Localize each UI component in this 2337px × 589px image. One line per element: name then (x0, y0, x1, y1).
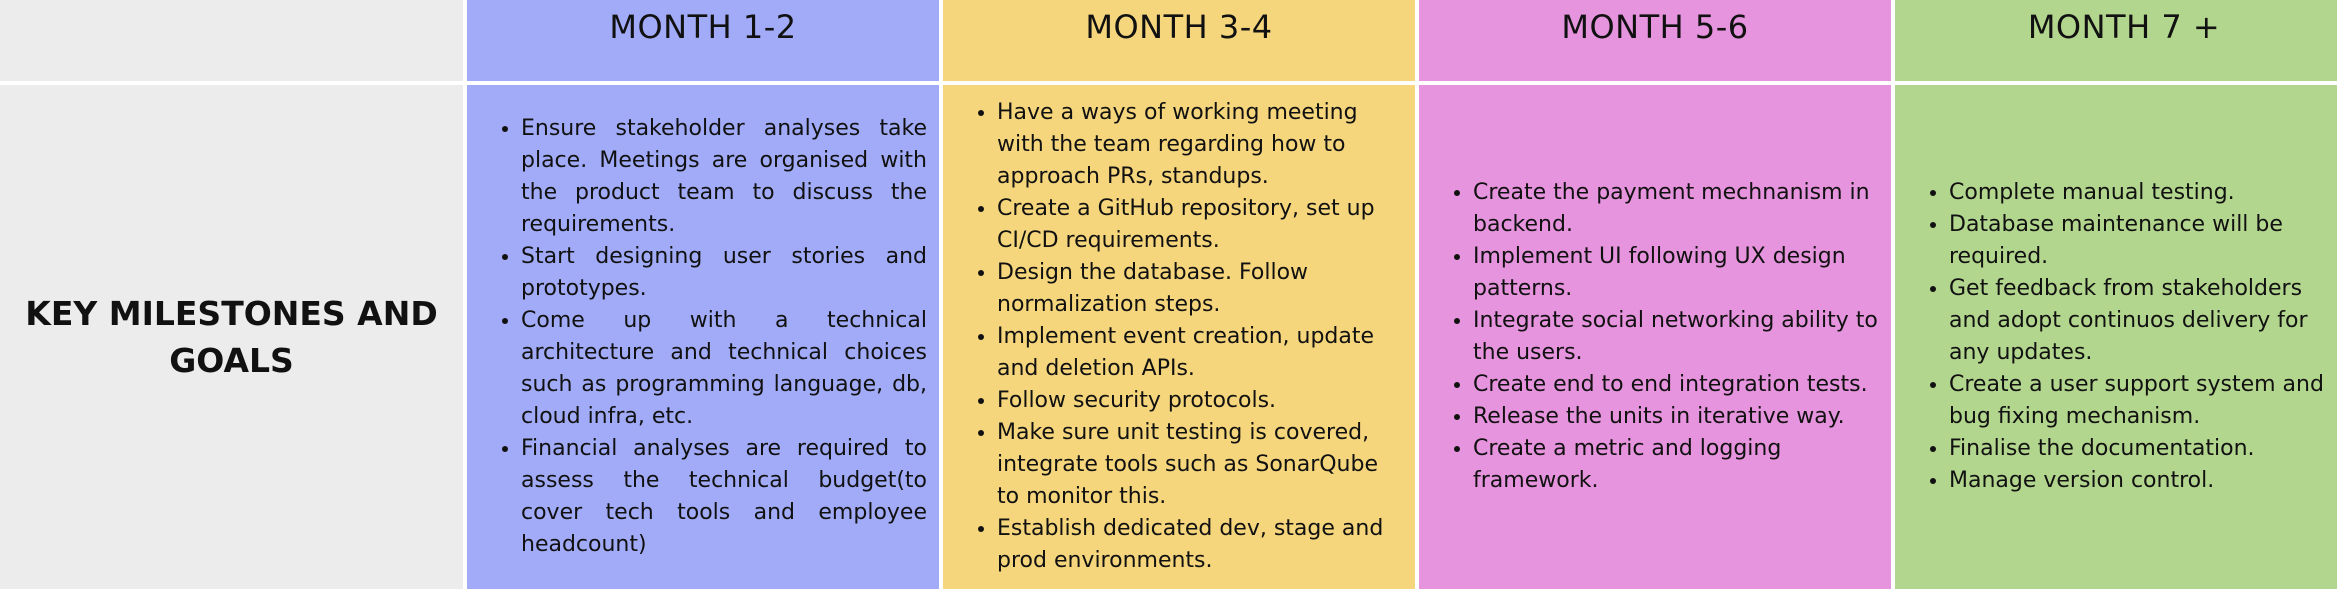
header-month-7-plus: MONTH 7 + (1895, 0, 2337, 81)
list-item: Complete manual testing. (1949, 177, 2337, 209)
milestones-month-3-4: Have a ways of working meeting with the … (943, 85, 1415, 589)
list-item: Manage version control. (1949, 465, 2337, 497)
milestones-month-5-6: Create the payment mechnanism in backend… (1419, 85, 1891, 589)
list-item: Create end to end integration tests. (1473, 369, 1879, 401)
list-item: Have a ways of working meeting with the … (997, 97, 1403, 193)
milestone-list-month-3-4: Have a ways of working meeting with the … (971, 97, 1403, 577)
list-item: Ensure stakeholder analyses take place. … (521, 113, 927, 241)
header-month-3-4: MONTH 3-4 (943, 0, 1415, 81)
milestone-list-month-7-plus: Complete manual testing. Database mainte… (1923, 177, 2337, 497)
header-month-5-6: MONTH 5-6 (1419, 0, 1891, 81)
milestones-month-1-2: Ensure stakeholder analyses take place. … (467, 85, 939, 589)
list-item: Come up with a technical architecture an… (521, 305, 927, 433)
list-item: Create the payment mechnanism in backend… (1473, 177, 1879, 241)
milestone-list-month-5-6: Create the payment mechnanism in backend… (1447, 177, 1879, 497)
list-item: Create a metric and logging framework. (1473, 433, 1879, 497)
list-item: Make sure unit testing is covered, integ… (997, 417, 1403, 513)
list-item: Start designing user stories and prototy… (521, 241, 927, 305)
list-item: Implement event creation, update and del… (997, 321, 1403, 385)
list-item: Implement UI following UX design pattern… (1473, 241, 1879, 305)
header-month-1-2: MONTH 1-2 (467, 0, 939, 81)
list-item: Create a GitHub repository, set up CI/CD… (997, 193, 1403, 257)
milestones-month-7-plus: Complete manual testing. Database mainte… (1895, 85, 2337, 589)
list-item: Finalise the documentation. (1949, 433, 2337, 465)
list-item: Get feedback from stakeholders and adopt… (1949, 273, 2337, 369)
list-item: Design the database. Follow normalizatio… (997, 257, 1403, 321)
list-item: Establish dedicated dev, stage and prod … (997, 513, 1403, 577)
list-item: Release the units in iterative way. (1473, 401, 1879, 433)
list-item: Integrate social networking ability to t… (1473, 305, 1879, 369)
list-item: Database maintenance will be required. (1949, 209, 2337, 273)
row-label: KEY MILESTONES AND GOALS (0, 85, 463, 589)
corner-cell (0, 0, 463, 81)
milestone-list-month-1-2: Ensure stakeholder analyses take place. … (495, 113, 927, 561)
list-item: Create a user support system and bug fix… (1949, 369, 2337, 433)
list-item: Financial analyses are required to asses… (521, 433, 927, 561)
list-item: Follow security protocols. (997, 385, 1403, 417)
